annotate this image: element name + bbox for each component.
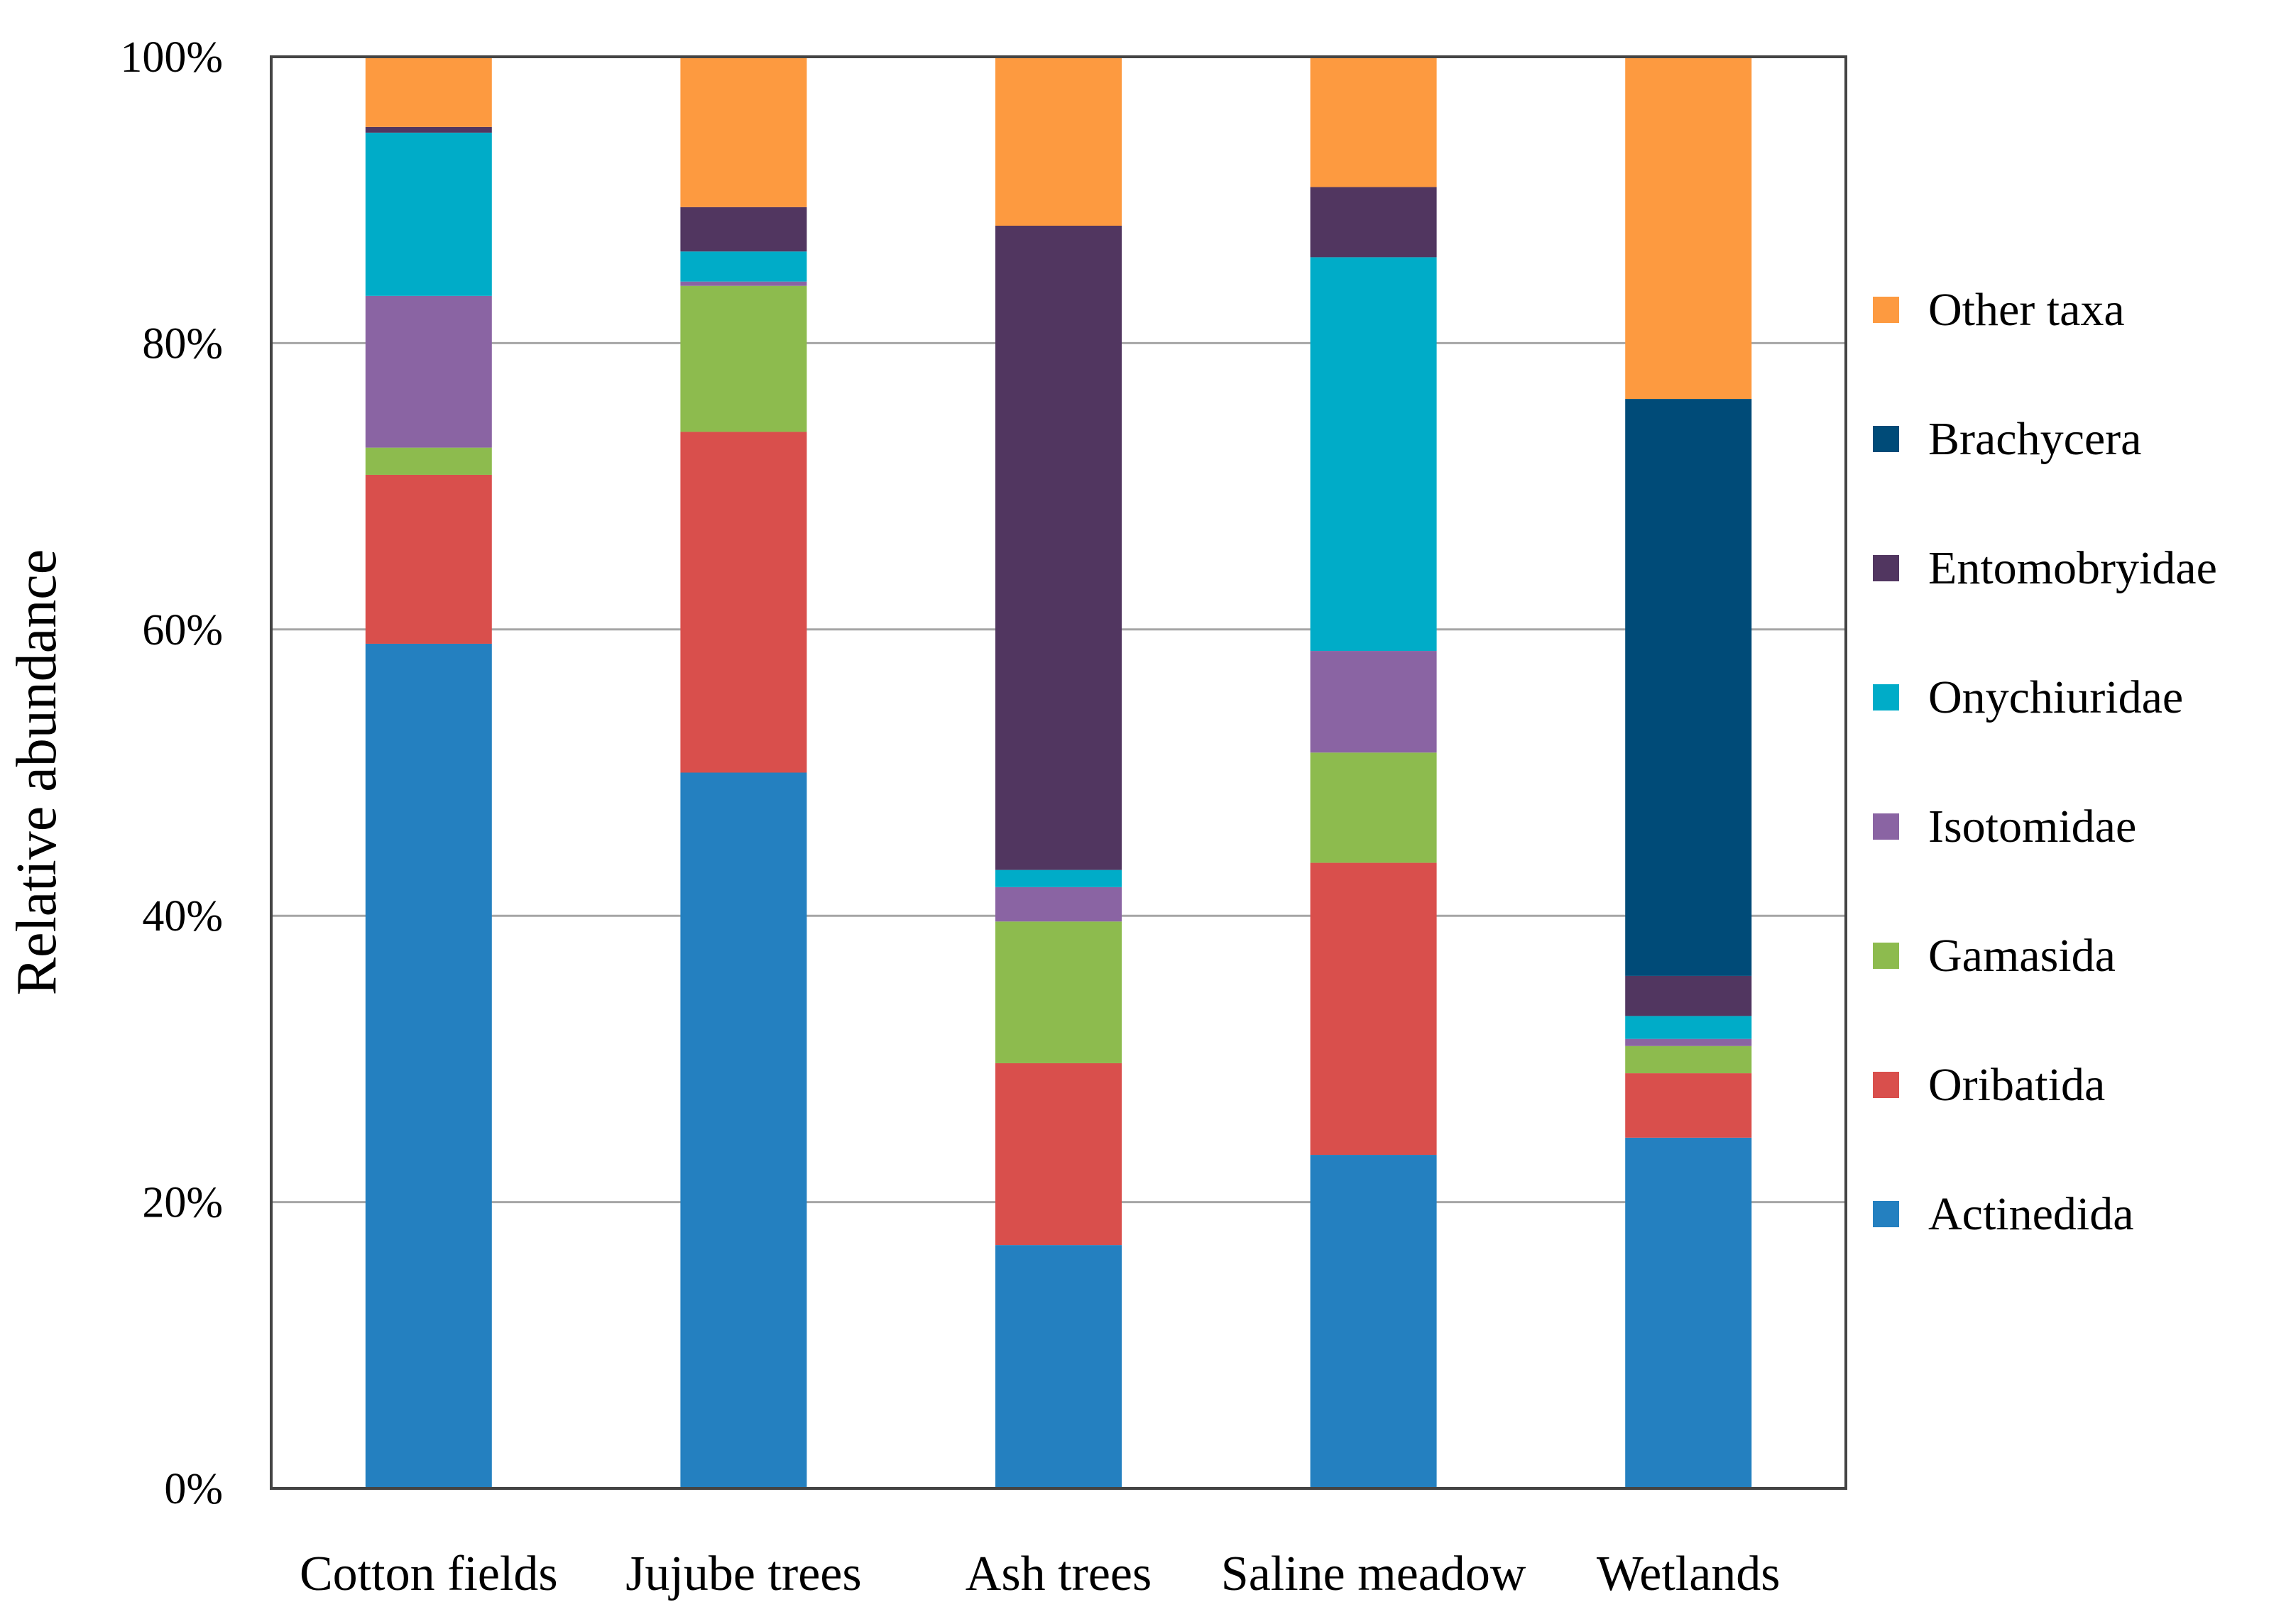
legend-swatch bbox=[1873, 297, 1899, 323]
bar-segment-entomobryidae bbox=[365, 126, 492, 133]
x-tick-label: Saline meadow bbox=[1221, 1547, 1526, 1601]
x-axis-ticks: Cotton fields Jujube trees Ash trees Saline… bbox=[300, 1547, 1781, 1601]
bar-segment-oribatida bbox=[680, 432, 807, 773]
legend-swatch bbox=[1873, 1072, 1899, 1098]
x-tick-label: Wetlands bbox=[1597, 1547, 1781, 1601]
y-tick-label: 100% bbox=[120, 33, 223, 82]
y-tick-label: 0% bbox=[164, 1465, 223, 1513]
legend-label: Isotomidae bbox=[1928, 801, 2136, 852]
x-tick-label: Ash trees bbox=[966, 1547, 1152, 1601]
bar-segment-entomobryidae bbox=[680, 207, 807, 252]
bar-segment-entomobryidae bbox=[1625, 975, 1752, 1016]
bar-segment-isotomidae bbox=[1310, 651, 1437, 753]
bar-segment-gamasida bbox=[1310, 752, 1437, 863]
bar-segment-oribatida bbox=[995, 1063, 1122, 1246]
bar-segment-entomobryidae bbox=[1310, 187, 1437, 258]
bar-segment-onychiuridae bbox=[1310, 257, 1437, 652]
legend-label: Onychiuridae bbox=[1928, 671, 2183, 723]
legend-label: Actinedida bbox=[1928, 1188, 2134, 1240]
x-tick-label: Cotton fields bbox=[300, 1547, 558, 1601]
bar-segment-oribatida bbox=[1310, 862, 1437, 1156]
bar-segment-oribatida bbox=[365, 474, 492, 644]
bar-segment-actinedida bbox=[1625, 1137, 1752, 1488]
bar-segment-actinedida bbox=[365, 643, 492, 1488]
bar-segment-onychiuridae bbox=[995, 869, 1122, 887]
y-tick-label: 40% bbox=[142, 892, 223, 940]
bar-segments bbox=[365, 55, 1752, 1488]
bar-segment-brachycera bbox=[1625, 399, 1752, 976]
bar-segment-onychiuridae bbox=[680, 251, 807, 282]
legend-label: Other taxa bbox=[1928, 284, 2125, 336]
legend-label: Brachycera bbox=[1928, 413, 2141, 465]
bar-segment-isotomidae bbox=[680, 281, 807, 286]
legend-swatch bbox=[1873, 813, 1899, 840]
bar-segment-actinedida bbox=[1310, 1155, 1437, 1488]
bar-segment-other-taxa bbox=[1310, 57, 1437, 187]
bar-segment-gamasida bbox=[1625, 1046, 1752, 1074]
legend-label: Oribatida bbox=[1928, 1059, 2105, 1111]
x-tick-label: Jujube trees bbox=[625, 1547, 861, 1601]
y-tick-label: 80% bbox=[142, 319, 223, 368]
bar-segment-entomobryidae bbox=[995, 226, 1122, 870]
bar-segment-other-taxa bbox=[680, 57, 807, 207]
bar-segment-isotomidae bbox=[365, 295, 492, 448]
bar-segment-onychiuridae bbox=[1625, 1016, 1752, 1039]
bar-segment-actinedida bbox=[680, 772, 807, 1488]
y-tick-label: 60% bbox=[142, 606, 223, 654]
legend-label: Entomobryidae bbox=[1928, 542, 2217, 594]
bar-segment-other-taxa bbox=[365, 57, 492, 127]
legend-swatch bbox=[1873, 684, 1899, 710]
bar-segment-isotomidae bbox=[1625, 1038, 1752, 1046]
bar-segment-other-taxa bbox=[995, 57, 1122, 226]
bar-segment-gamasida bbox=[365, 447, 492, 475]
y-axis-label: Relative abundance bbox=[6, 549, 68, 996]
legend: Other taxa Brachycera Entomobryidae Onychiu… bbox=[1873, 284, 2217, 1240]
legend-swatch bbox=[1873, 555, 1899, 581]
bar-segment-gamasida bbox=[680, 285, 807, 432]
legend-label: Gamasida bbox=[1928, 930, 2116, 982]
bar-segment-isotomidae bbox=[995, 887, 1122, 922]
legend-swatch bbox=[1873, 943, 1899, 969]
y-tick-label: 20% bbox=[142, 1179, 223, 1227]
bar-segment-actinedida bbox=[995, 1245, 1122, 1488]
legend-swatch bbox=[1873, 426, 1899, 452]
bar-segment-onychiuridae bbox=[365, 132, 492, 296]
plot-frame bbox=[270, 55, 1847, 1490]
bar-segment-oribatida bbox=[1625, 1073, 1752, 1138]
legend-swatch bbox=[1873, 1201, 1899, 1227]
bar-segment-gamasida bbox=[995, 921, 1122, 1063]
y-axis-ticks: 0% 20% 40% 60% 80% 100% bbox=[120, 33, 223, 1513]
bar-segment-other-taxa bbox=[1625, 55, 1752, 400]
